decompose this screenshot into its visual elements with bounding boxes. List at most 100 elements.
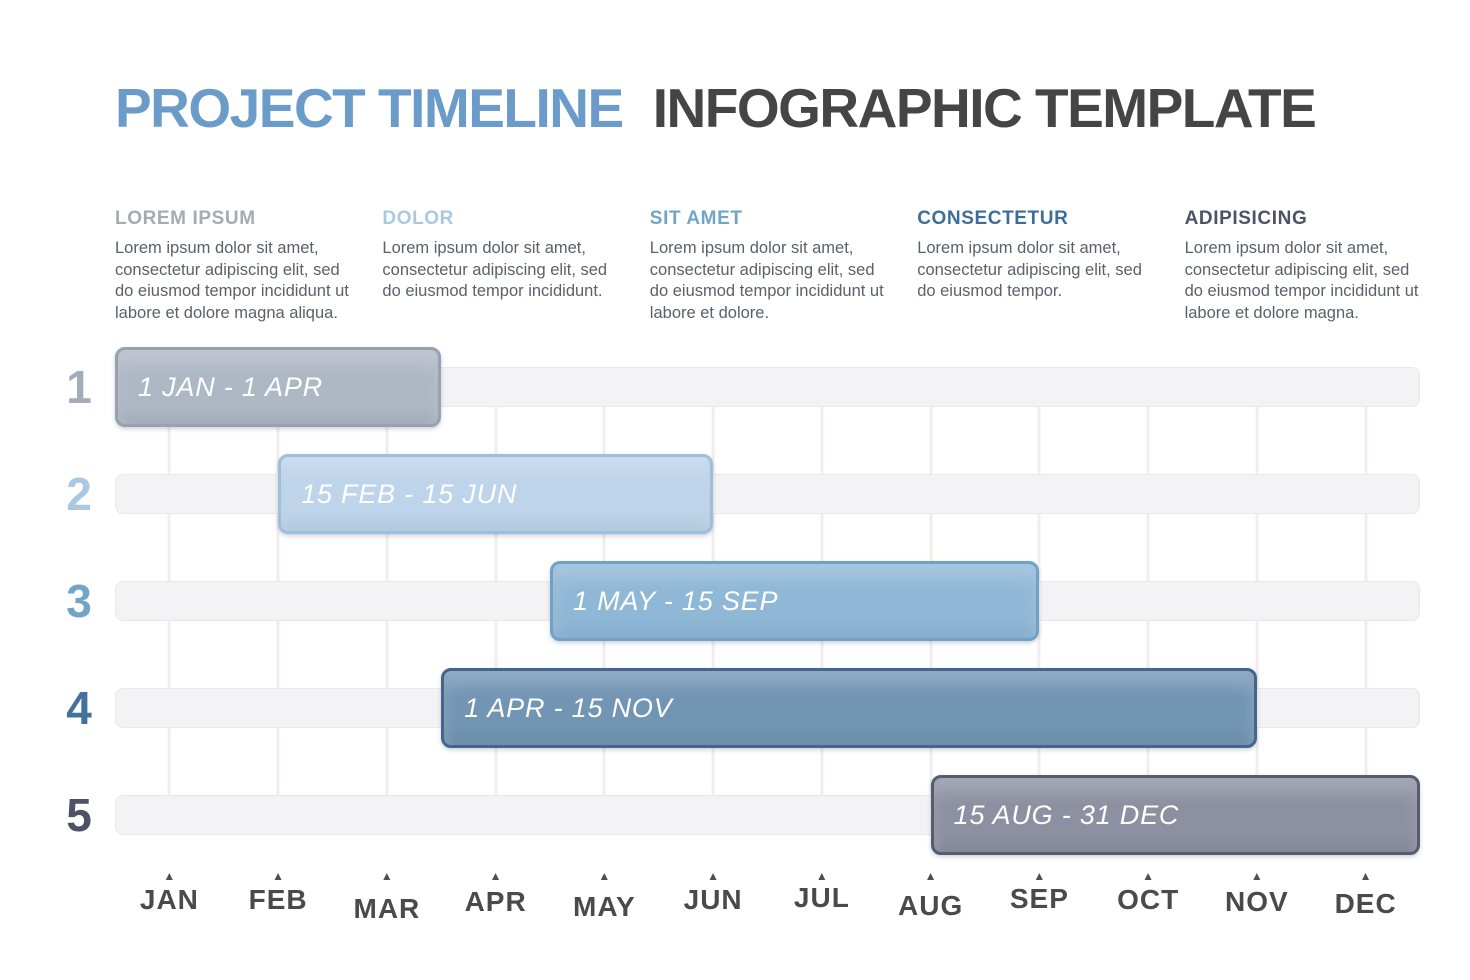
intro-column: LOREM IPSUM Lorem ipsum dolor sit amet, c… bbox=[115, 208, 350, 324]
intro-column: ADIPISICING Lorem ipsum dolor sit amet, c… bbox=[1185, 208, 1420, 324]
month-tick bbox=[711, 514, 715, 581]
month-tick bbox=[276, 728, 280, 795]
month-tick bbox=[711, 728, 715, 795]
month-tick-group: ▲ OCT bbox=[1117, 870, 1179, 916]
month-tick bbox=[929, 621, 933, 688]
month-arrow-icon: ▲ bbox=[707, 869, 720, 883]
month-tick bbox=[929, 514, 933, 581]
month-tick bbox=[1364, 514, 1368, 581]
month-label: MAY bbox=[573, 891, 636, 922]
month-tick bbox=[1146, 621, 1150, 688]
month-tick bbox=[929, 728, 933, 795]
month-label: MAR bbox=[353, 893, 421, 924]
gantt-bar: 15 AUG - 31 DEC bbox=[930, 775, 1420, 855]
month-arrow-icon: ▲ bbox=[924, 869, 937, 883]
month-tick bbox=[167, 514, 171, 581]
month-tick bbox=[1146, 407, 1150, 474]
month-tick bbox=[602, 621, 606, 688]
month-tick bbox=[494, 514, 498, 581]
month-tick bbox=[711, 407, 715, 474]
month-arrow-icon: ▲ bbox=[272, 869, 285, 883]
month-tick bbox=[1146, 514, 1150, 581]
month-tick-group: ▲ APR bbox=[464, 869, 527, 917]
month-tick bbox=[602, 514, 606, 581]
column-heading: ADIPISICING bbox=[1184, 208, 1308, 229]
column-body-text: Lorem ipsum dolor sit amet, consectetur … bbox=[382, 239, 608, 300]
month-tick-group: ▲ MAR bbox=[353, 870, 420, 924]
month-label: DEC bbox=[1334, 888, 1397, 919]
column-heading: CONSECTETUR bbox=[917, 208, 1069, 229]
column-heading: DOLOR bbox=[382, 208, 454, 229]
month-tick bbox=[1255, 621, 1259, 688]
gantt-bar: 1 APR - 15 NOV bbox=[441, 668, 1257, 748]
column-body-text: Lorem ipsum dolor sit amet, consectetur … bbox=[649, 239, 884, 322]
month-arrow-icon: ▲ bbox=[489, 869, 502, 883]
month-label: APR bbox=[464, 886, 527, 917]
gantt-bar: 1 JAN - 1 APR bbox=[115, 347, 442, 427]
month-axis: ▲ JAN ▲ FEB ▲ MAR ▲ APR ▲ MAY ▲ JUN ▲ JUL ▲ AUG ▲ SEP ▲ OCT… bbox=[115, 870, 1420, 950]
month-arrow-icon: ▲ bbox=[1359, 869, 1372, 883]
row-number: 4 bbox=[66, 682, 92, 734]
month-tick-group: ▲ AUG bbox=[898, 869, 963, 921]
month-tick bbox=[820, 514, 824, 581]
month-label: JAN bbox=[139, 884, 199, 915]
gantt-bar-date-label: 15 FEB - 15 JUN bbox=[301, 479, 518, 509]
month-label: OCT bbox=[1117, 884, 1180, 915]
month-label: FEB bbox=[248, 884, 308, 915]
month-tick bbox=[276, 514, 280, 581]
month-tick-group: ▲ JUL bbox=[794, 870, 850, 916]
month-tick bbox=[167, 728, 171, 795]
month-label: JUL bbox=[793, 882, 850, 913]
month-tick bbox=[276, 621, 280, 688]
row-number: 1 bbox=[66, 361, 92, 413]
month-arrow-icon: ▲ bbox=[598, 869, 611, 883]
month-tick bbox=[167, 407, 171, 474]
month-tick bbox=[1037, 728, 1041, 795]
month-tick bbox=[1037, 621, 1041, 688]
month-arrow-icon: ▲ bbox=[1250, 869, 1263, 883]
month-tick bbox=[494, 407, 498, 474]
month-arrow-icon: ▲ bbox=[163, 869, 176, 883]
month-tick bbox=[820, 407, 824, 474]
column-heading: LOREM IPSUM bbox=[115, 208, 256, 229]
column-heading: SIT AMET bbox=[649, 208, 743, 229]
month-label: SEP bbox=[1009, 883, 1069, 914]
month-tick-group: ▲ NOV bbox=[1225, 869, 1289, 917]
month-label: NOV bbox=[1225, 886, 1289, 917]
month-tick bbox=[1037, 407, 1041, 474]
month-tick bbox=[602, 728, 606, 795]
month-tick bbox=[1255, 514, 1259, 581]
intro-column: DOLOR Lorem ipsum dolor sit amet, consect… bbox=[382, 208, 617, 324]
month-tick-group: ▲ DEC bbox=[1335, 869, 1397, 919]
month-tick bbox=[1255, 728, 1259, 795]
row-number: 2 bbox=[66, 468, 92, 520]
month-tick bbox=[711, 621, 715, 688]
month-arrow-icon: ▲ bbox=[815, 869, 828, 883]
gantt-bar-date-label: 1 MAY - 15 SEP bbox=[573, 586, 779, 616]
month-arrow-icon: ▲ bbox=[1033, 869, 1046, 883]
month-label: AUG bbox=[898, 890, 964, 921]
page-title-secondary: INFOGRAPHIC TEMPLATE bbox=[652, 77, 1317, 139]
intro-column: CONSECTETUR Lorem ipsum dolor sit amet, c… bbox=[917, 208, 1152, 324]
month-tick-group: ▲ JAN bbox=[140, 870, 199, 916]
month-tick bbox=[385, 621, 389, 688]
month-tick bbox=[494, 621, 498, 688]
month-tick bbox=[820, 621, 824, 688]
month-tick bbox=[167, 621, 171, 688]
month-tick bbox=[276, 407, 280, 474]
month-tick bbox=[385, 407, 389, 474]
month-label: JUN bbox=[683, 884, 743, 915]
month-tick bbox=[929, 407, 933, 474]
month-tick bbox=[1037, 514, 1041, 581]
gantt-bar-date-label: 1 APR - 15 NOV bbox=[464, 693, 673, 723]
month-tick-group: ▲ MAY bbox=[573, 869, 636, 922]
month-tick bbox=[385, 728, 389, 795]
page-title-accent: PROJECT TIMELINE bbox=[115, 77, 624, 139]
month-tick bbox=[1255, 407, 1259, 474]
column-body-text: Lorem ipsum dolor sit amet, consectetur … bbox=[115, 239, 349, 322]
month-tick-group: ▲ FEB bbox=[249, 870, 308, 916]
gantt-bar: 15 FEB - 15 JUN bbox=[278, 454, 714, 534]
month-tick bbox=[385, 514, 389, 581]
month-tick bbox=[602, 407, 606, 474]
